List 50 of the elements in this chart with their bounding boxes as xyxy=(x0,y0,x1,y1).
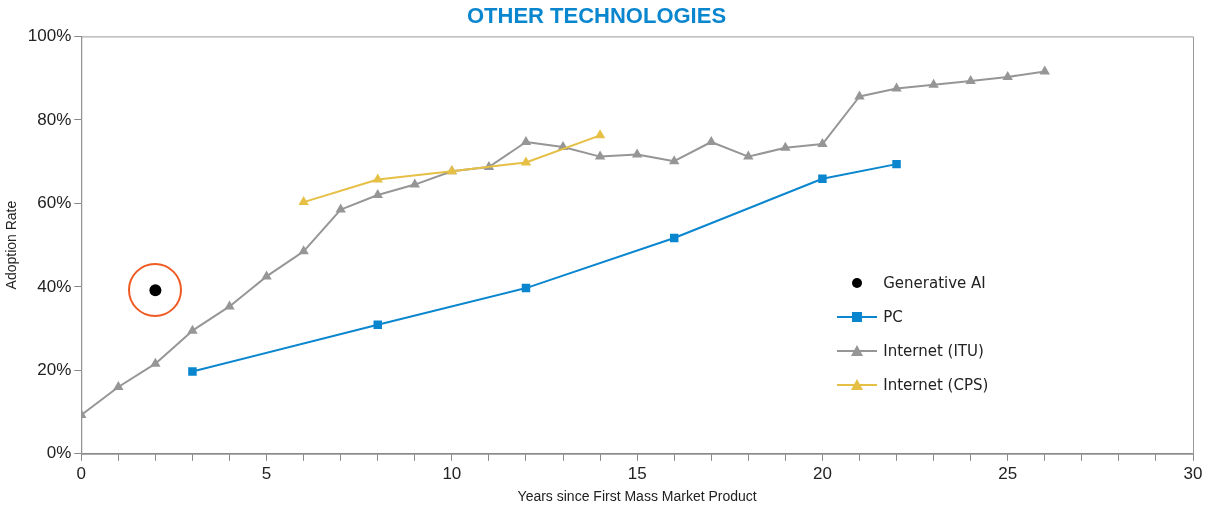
y-tick-label: 100% xyxy=(27,26,72,46)
point xyxy=(187,324,198,334)
point xyxy=(520,136,532,145)
x-tick-label: 15 xyxy=(627,463,647,483)
point xyxy=(669,155,680,165)
legend-label: Internet (CPS) xyxy=(883,375,989,394)
point xyxy=(188,367,197,376)
point xyxy=(520,156,532,166)
point xyxy=(965,75,976,85)
x-tick-label: 30 xyxy=(1183,463,1203,483)
point xyxy=(372,189,383,199)
point xyxy=(743,150,754,160)
x-axis-title: Years since First Mass Market Product xyxy=(517,488,757,505)
legend-label: Internet (ITU) xyxy=(883,341,984,360)
point xyxy=(928,78,939,88)
point xyxy=(150,357,161,367)
y-tick-label: 0% xyxy=(46,443,72,463)
y-axis-title: Adoption Rate xyxy=(3,200,20,290)
point xyxy=(224,300,235,310)
point xyxy=(261,270,272,280)
point xyxy=(1002,70,1013,80)
y-tick-label: 60% xyxy=(37,193,72,213)
x-tick-label: 20 xyxy=(812,463,832,483)
point xyxy=(298,245,309,255)
point xyxy=(373,320,382,330)
chart-title: OTHER TECHNOLOGIES xyxy=(466,3,727,29)
point xyxy=(335,203,346,213)
point xyxy=(817,138,828,148)
y-tick-label: 80% xyxy=(37,109,72,129)
point xyxy=(594,129,606,139)
point xyxy=(891,82,902,92)
legend-label: PC xyxy=(883,307,903,326)
y-tick-label: 40% xyxy=(37,276,72,296)
x-tick-label: 10 xyxy=(442,463,462,483)
point xyxy=(780,141,791,151)
point xyxy=(818,174,827,183)
x-tick-label: 0 xyxy=(76,463,87,483)
point xyxy=(372,173,383,183)
point xyxy=(854,90,865,100)
x-tick-label: 5 xyxy=(261,463,272,483)
point xyxy=(706,136,717,145)
x-tick-label: 25 xyxy=(998,463,1018,483)
point xyxy=(298,196,309,206)
legend-label: Generative AI xyxy=(883,273,986,292)
point xyxy=(594,150,606,160)
point xyxy=(631,148,643,158)
point xyxy=(892,159,901,169)
point xyxy=(409,178,420,188)
y-tick-label: 20% xyxy=(37,360,72,380)
point xyxy=(113,381,124,391)
